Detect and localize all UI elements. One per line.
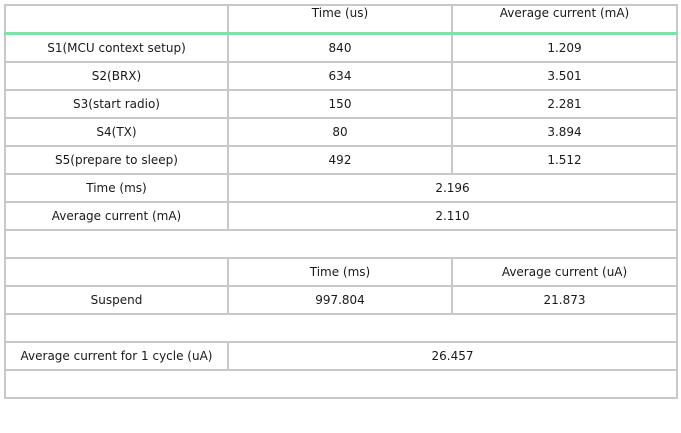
stage-name: S3(start radio) [4,89,229,119]
power-consumption-table: Time (us) Average current (mA) S1(MCU co… [4,4,678,399]
stage-current: 3.894 [451,117,678,147]
stage-name: S1(MCU context setup) [4,32,229,63]
active-current-row: Average current (mA) 2.110 [4,201,678,231]
stage-time: 840 [227,32,453,63]
stage-current: 3.501 [451,61,678,91]
active-time-label: Time (ms) [4,173,229,203]
suspend-header-row: Time (ms) Average current (uA) [4,257,678,287]
suspend-current: 21.873 [451,285,678,315]
active-current-value: 2.110 [227,201,678,231]
empty-cell [4,369,678,399]
header-cell-current: Average current (mA) [451,4,678,35]
table-row: S1(MCU context setup) 840 1.209 [4,32,678,63]
stage-time: 634 [227,61,453,91]
empty-cell [4,229,678,259]
stage-time: 492 [227,145,453,175]
suspend-row: Suspend 997.804 21.873 [4,285,678,315]
table-row: S2(BRX) 634 3.501 [4,61,678,91]
suspend-name: Suspend [4,285,229,315]
stage-current: 1.512 [451,145,678,175]
cycle-value: 26.457 [227,341,678,371]
table-row: S4(TX) 80 3.894 [4,117,678,147]
suspend-time: 997.804 [227,285,453,315]
stage-time: 80 [227,117,453,147]
table-row: S3(start radio) 150 2.281 [4,89,678,119]
stage-name: S5(prepare to sleep) [4,145,229,175]
suspend-header-empty [4,257,229,287]
spacer-row [4,313,678,343]
header-cell-time: Time (us) [227,4,453,35]
header-row: Time (us) Average current (mA) [4,4,678,35]
cycle-row: Average current for 1 cycle (uA) 26.457 [4,341,678,371]
header-cell-empty [4,4,229,35]
stage-name: S4(TX) [4,117,229,147]
stage-current: 2.281 [451,89,678,119]
stage-name: S2(BRX) [4,61,229,91]
active-time-row: Time (ms) 2.196 [4,173,678,203]
suspend-header-time: Time (ms) [227,257,453,287]
active-current-label: Average current (mA) [4,201,229,231]
spacer-row [4,229,678,259]
cycle-label: Average current for 1 cycle (uA) [4,341,229,371]
table-row: S5(prepare to sleep) 492 1.512 [4,145,678,175]
stage-time: 150 [227,89,453,119]
spacer-row [4,369,678,399]
suspend-header-current: Average current (uA) [451,257,678,287]
stage-current: 1.209 [451,32,678,63]
active-time-value: 2.196 [227,173,678,203]
empty-cell [4,313,678,343]
